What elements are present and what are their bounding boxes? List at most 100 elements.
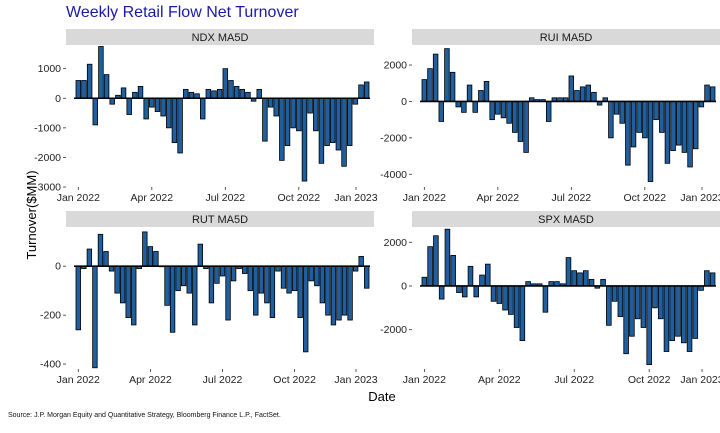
bar	[296, 97, 302, 132]
bar	[692, 285, 699, 339]
bar	[175, 265, 181, 292]
bar	[579, 86, 586, 102]
x-tick-label: Oct 2022	[278, 192, 321, 204]
bar	[630, 101, 637, 148]
panel-title: RUT MA5D	[192, 214, 248, 226]
bar	[611, 285, 618, 302]
bar	[495, 101, 501, 115]
bar	[307, 97, 313, 114]
x-axis: Jan 2022 Apr 2022 Jul 2022 Oct 2022 Jan 2023	[403, 187, 720, 204]
bar	[675, 285, 681, 337]
bar	[565, 257, 572, 287]
y-axis: 2000 0 -2000 -4000	[380, 60, 412, 181]
panel-ndx: NDX MA5D 1000 0 -1000 -2000 -3000 Jan 2022 Ap…	[34, 29, 378, 204]
bar	[291, 265, 298, 292]
x-tick-label: Jul 2022	[205, 192, 245, 204]
bar	[619, 101, 625, 124]
bar	[239, 88, 245, 99]
x-tick-label: Jan 2022	[403, 374, 446, 386]
bar	[228, 80, 234, 99]
bar	[169, 265, 176, 333]
bar	[279, 97, 285, 161]
bar	[577, 272, 583, 287]
bar	[456, 285, 462, 293]
bar	[142, 231, 148, 267]
bar	[523, 101, 529, 153]
bar	[496, 285, 503, 304]
bar	[290, 97, 296, 129]
bar	[613, 101, 620, 115]
bar	[267, 97, 274, 108]
bar	[180, 265, 187, 287]
panel-title: NDX MA5D	[192, 32, 249, 44]
bar	[264, 265, 270, 304]
bar	[421, 276, 428, 287]
bar	[545, 101, 552, 122]
bar	[324, 97, 330, 146]
bar	[81, 80, 87, 99]
bar	[308, 265, 314, 282]
bar	[358, 255, 364, 267]
bar	[242, 265, 248, 274]
bar	[568, 75, 575, 102]
bar	[233, 86, 240, 99]
y-tick-label: -1000	[34, 122, 61, 134]
y-tick-label: 1000	[38, 63, 62, 75]
bar	[114, 265, 120, 294]
bar	[222, 68, 229, 99]
x-tick-label: Oct 2022	[628, 374, 671, 386]
bar	[704, 84, 710, 102]
bar	[143, 97, 149, 120]
bar	[284, 97, 291, 146]
bar	[92, 97, 98, 126]
bar	[262, 97, 268, 142]
bar	[98, 46, 104, 99]
bar	[125, 265, 131, 318]
bar	[625, 101, 631, 166]
bar	[149, 97, 155, 108]
bar	[669, 285, 676, 342]
bar	[347, 265, 353, 321]
bar	[301, 97, 308, 182]
bar	[211, 90, 217, 99]
bar	[687, 101, 693, 168]
bar	[640, 285, 647, 328]
bar	[208, 265, 215, 304]
bar	[132, 91, 138, 99]
bar	[513, 285, 520, 328]
bar	[571, 270, 578, 287]
x-tick-label: Jan 2023	[680, 192, 720, 204]
bar	[160, 97, 166, 117]
bar	[192, 265, 198, 326]
x-tick-label: Jan 2023	[334, 374, 377, 386]
bar	[103, 251, 109, 267]
y-axis-title: Turnover($MM)	[24, 170, 39, 259]
bar	[634, 285, 641, 320]
bar	[709, 86, 716, 102]
bar	[335, 97, 342, 151]
bar	[617, 285, 624, 317]
bar	[258, 265, 265, 294]
panel-strip	[66, 29, 374, 45]
bar	[97, 233, 104, 267]
bar	[433, 235, 439, 287]
bar	[427, 68, 433, 102]
bar	[647, 101, 654, 182]
x-tick-label: Apr 2022	[477, 192, 520, 204]
bar	[444, 48, 450, 102]
bar	[467, 265, 474, 287]
bar	[75, 80, 82, 99]
bar	[313, 97, 319, 132]
bar	[608, 101, 614, 139]
y-tick-label: 0	[401, 96, 407, 108]
bar	[199, 97, 206, 120]
bar	[341, 97, 347, 167]
bar	[519, 285, 526, 342]
panel-title: RUI MA5D	[540, 32, 593, 44]
x-tick-label: Jul 2022	[551, 192, 591, 204]
bar	[86, 63, 93, 99]
bar	[280, 265, 287, 289]
bar	[502, 285, 508, 311]
bar	[606, 285, 612, 326]
